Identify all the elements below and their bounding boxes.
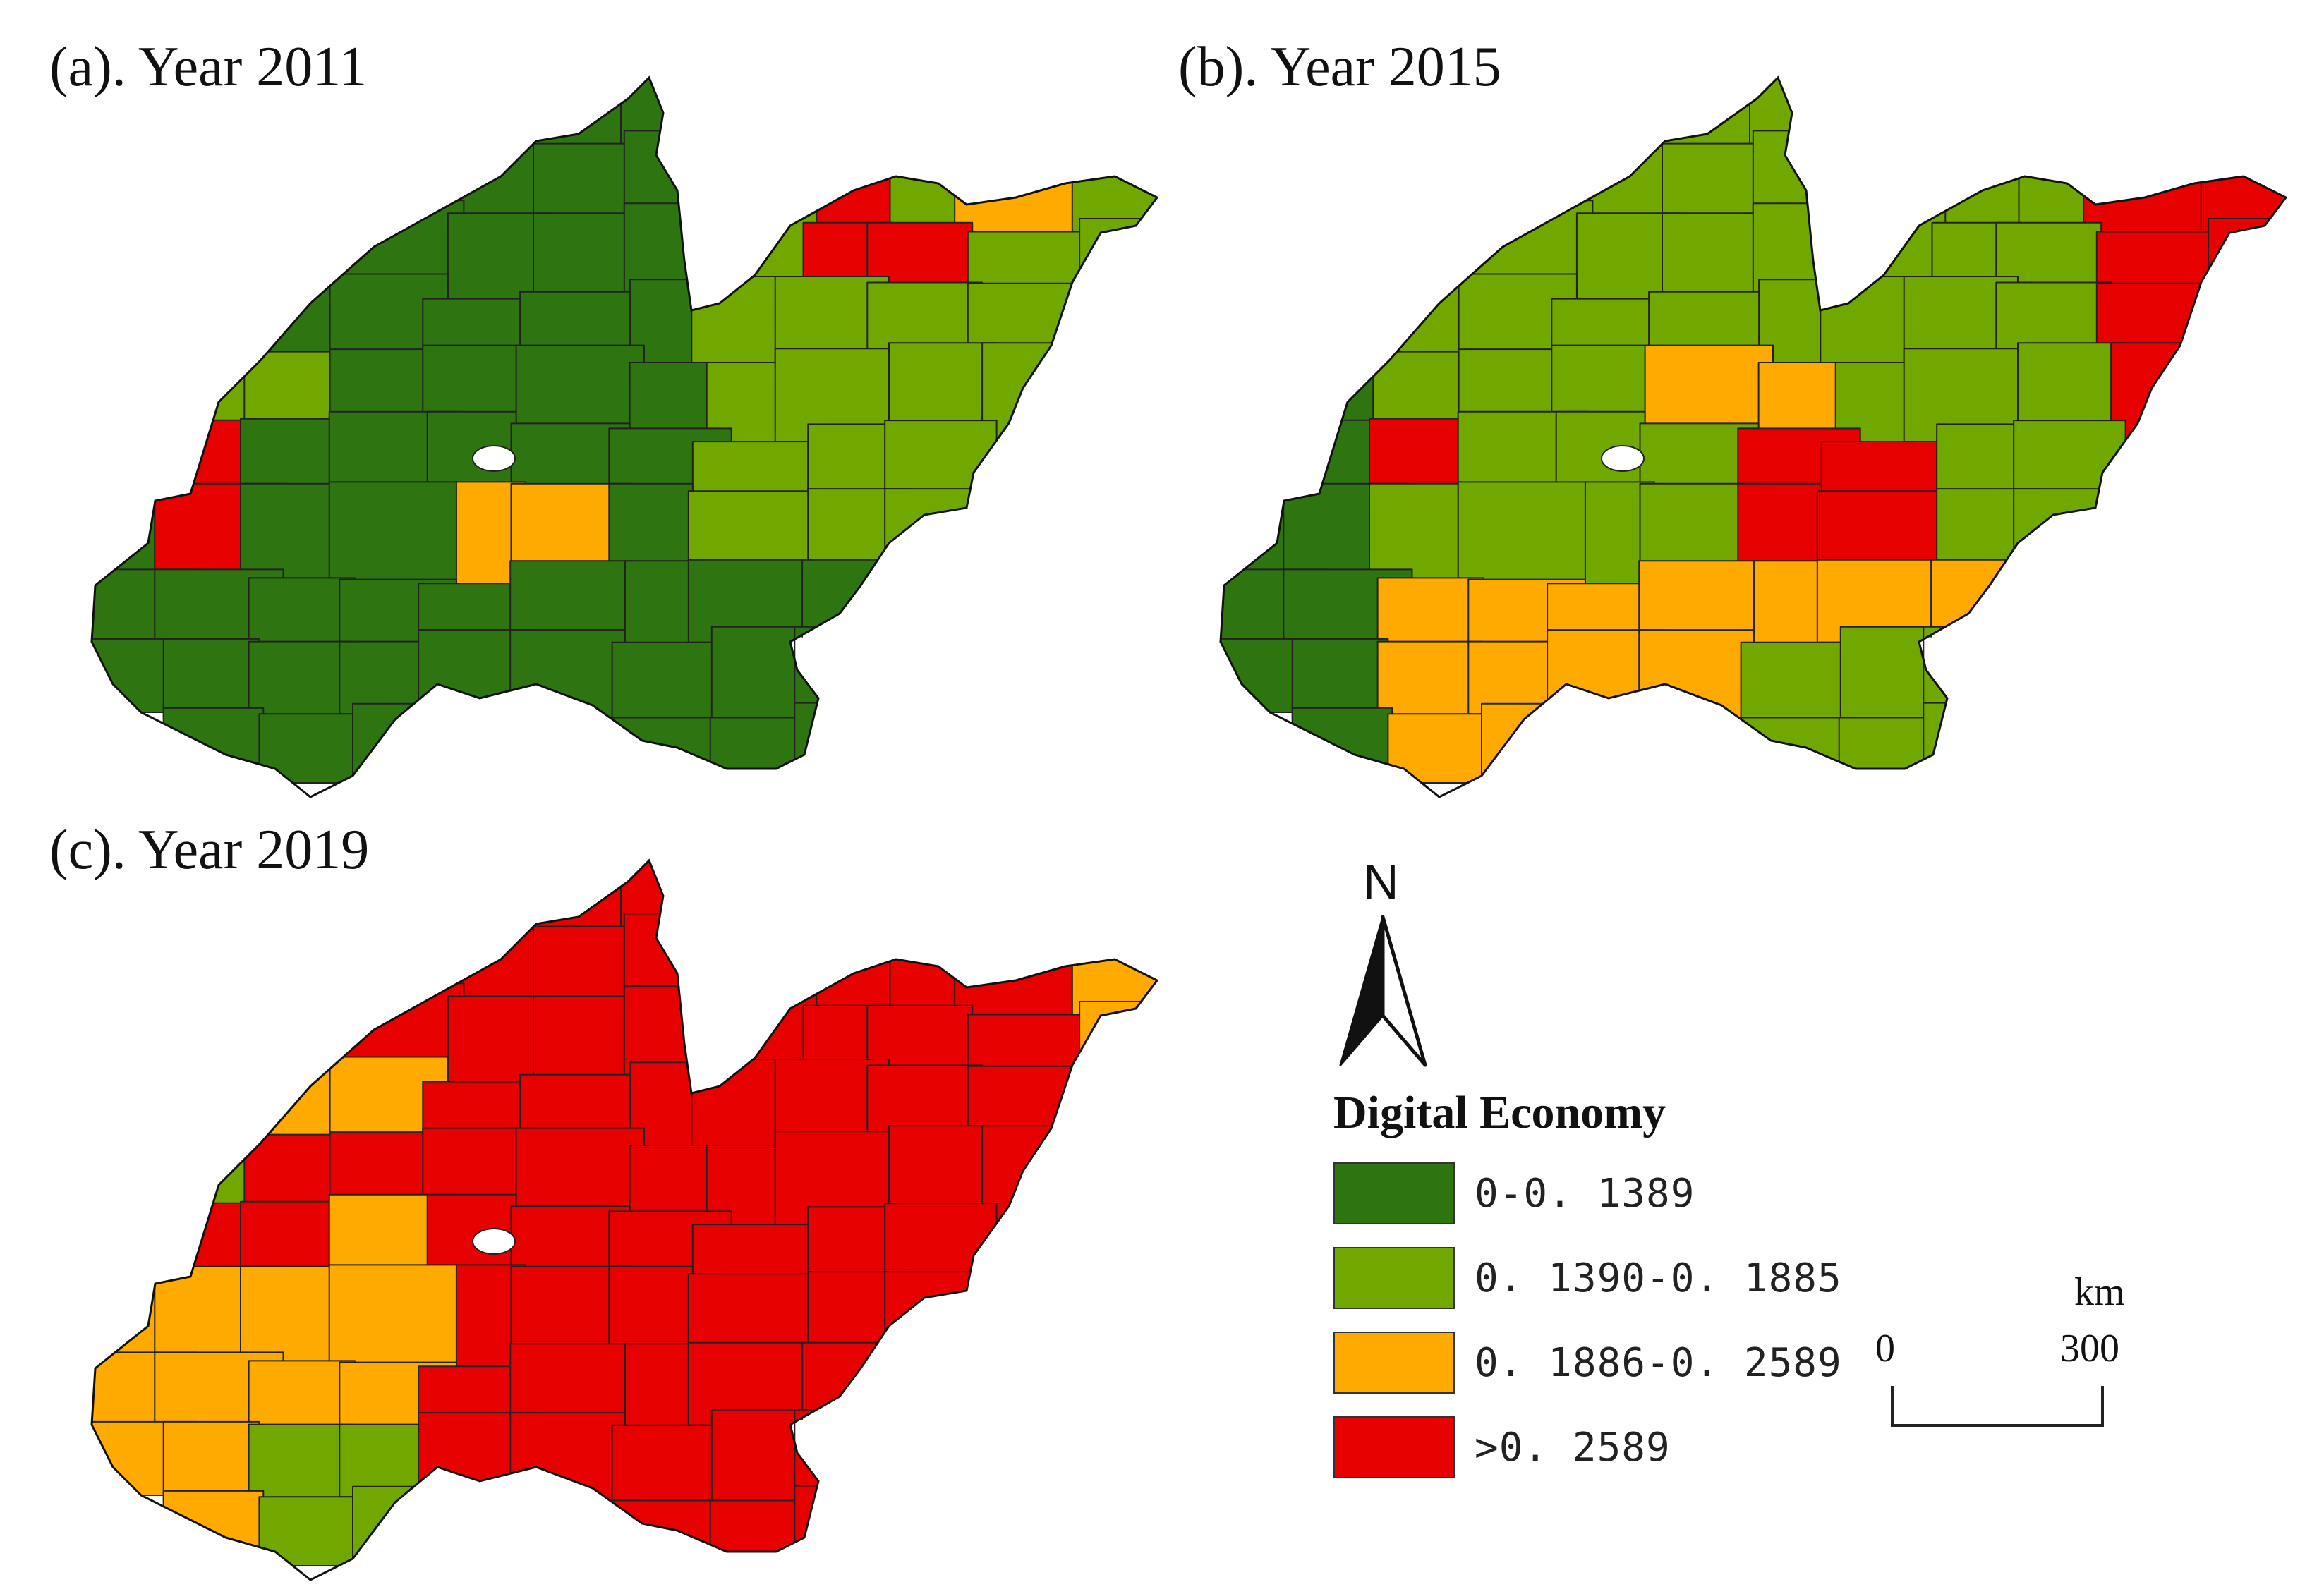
legend-swatch — [1333, 1247, 1455, 1309]
panel-title-2015: (b). Year 2015 — [1178, 36, 1501, 98]
map-panel-2011: (a). Year 2011 — [42, 35, 1185, 811]
map-region — [1662, 142, 1763, 224]
legend-swatch — [1333, 1162, 1455, 1224]
map-region — [329, 1131, 428, 1203]
panel-title-2011: (a). Year 2011 — [49, 36, 368, 98]
map-region — [515, 1127, 645, 1212]
map-region — [329, 348, 428, 420]
lake-feature — [472, 445, 516, 472]
scale-bar-unit: km — [2074, 1270, 2125, 1314]
legend-label: 0-0. 1389 — [1475, 1171, 1695, 1217]
legend-title: Digital Economy — [1333, 1087, 1666, 1138]
map-region — [608, 482, 694, 562]
map-region — [801, 559, 879, 638]
scale-bar-end: 300 — [2060, 1327, 2119, 1370]
map-region — [162, 1490, 265, 1550]
map-region — [608, 1265, 694, 1345]
scale-bar-line — [1891, 1386, 2104, 1427]
map-region — [1458, 348, 1557, 420]
map-region — [1995, 221, 2102, 284]
map-region — [1291, 638, 1389, 719]
map-region — [162, 1420, 260, 1502]
map-region — [509, 1412, 626, 1504]
north-arrow-letter: N — [1363, 854, 1399, 909]
map-region — [328, 481, 459, 585]
map-region — [1995, 281, 2112, 350]
map-region — [954, 962, 1089, 1020]
map-region — [888, 1125, 998, 1208]
lake-feature — [1601, 445, 1645, 472]
map-region — [1930, 559, 2008, 638]
choropleth-map-2011 — [90, 75, 1159, 798]
map-panel-2019: (c). Year 2019 — [42, 818, 1185, 1594]
map-region — [1291, 707, 1393, 767]
region-layer-2015 — [1219, 75, 2288, 798]
map-region — [533, 142, 634, 224]
map-region — [1387, 713, 1483, 784]
map-region — [533, 995, 631, 1087]
map-region — [162, 707, 265, 767]
map-region — [258, 1496, 354, 1566]
map-region — [248, 640, 354, 719]
map-region — [866, 1064, 984, 1133]
region-layer-2011 — [90, 75, 1159, 798]
panel-title-2019: (c). Year 2019 — [49, 819, 370, 881]
map-region — [1644, 344, 1774, 430]
map-region — [709, 1499, 801, 1552]
map-panel-2015: (b). Year 2015 — [1171, 35, 2314, 811]
map-region — [710, 626, 804, 719]
map-region — [1839, 626, 1932, 719]
map-region — [248, 1423, 354, 1502]
map-outline — [1219, 75, 2288, 798]
map-region — [1638, 629, 1755, 722]
map-region — [2017, 342, 2126, 425]
choropleth-map-2019 — [90, 858, 1159, 1581]
map-region — [1376, 640, 1483, 719]
map-outline — [90, 858, 1159, 1581]
map-region — [515, 344, 645, 430]
choropleth-map-2015 — [1219, 75, 2288, 798]
lake-feature — [472, 1228, 516, 1255]
map-region — [884, 1271, 972, 1333]
map-region — [162, 638, 260, 719]
map-region — [1737, 482, 1822, 562]
map-region — [258, 713, 354, 784]
map-region — [691, 1224, 809, 1282]
region-layer-2019 — [90, 858, 1159, 1581]
legend-label: 0. 1390-0. 1885 — [1475, 1255, 1842, 1301]
map-region — [1662, 212, 1760, 304]
map-region — [687, 490, 817, 562]
map-region — [954, 179, 1089, 237]
north-arrow: N — [1326, 853, 1439, 1067]
map-region — [509, 629, 626, 722]
legend-label: 0. 1886-0. 2589 — [1475, 1340, 1842, 1386]
legend-swatch — [1333, 1416, 1455, 1478]
map-region — [866, 221, 974, 284]
legend: Digital Economy 0-0. 1389 0. 1390-0. 188… — [1333, 1086, 1841, 1481]
legend-label: >0. 2589 — [1475, 1425, 1671, 1471]
map-region — [884, 488, 972, 550]
map-region — [801, 1341, 879, 1420]
map-region — [2083, 179, 2218, 237]
map-region — [1457, 481, 1588, 585]
map-region — [1816, 490, 1946, 562]
map-region — [1838, 717, 1930, 769]
scale-bar: km 0 300 — [1863, 1270, 2159, 1453]
scale-bar-start: 0 — [1875, 1327, 1895, 1370]
map-region — [691, 441, 809, 499]
map-region — [866, 281, 984, 350]
map-region — [687, 1273, 817, 1345]
map-region — [328, 1264, 459, 1368]
north-arrow-icon — [1339, 915, 1427, 1067]
map-region — [533, 925, 634, 1006]
map-region — [866, 1004, 974, 1067]
map-region — [533, 212, 631, 304]
map-outline — [90, 75, 1159, 798]
map-region — [888, 342, 998, 425]
map-region — [1820, 441, 1938, 499]
map-region — [2013, 488, 2100, 550]
map-region — [709, 717, 801, 769]
map-region — [710, 1409, 804, 1502]
legend-swatch — [1333, 1332, 1455, 1394]
